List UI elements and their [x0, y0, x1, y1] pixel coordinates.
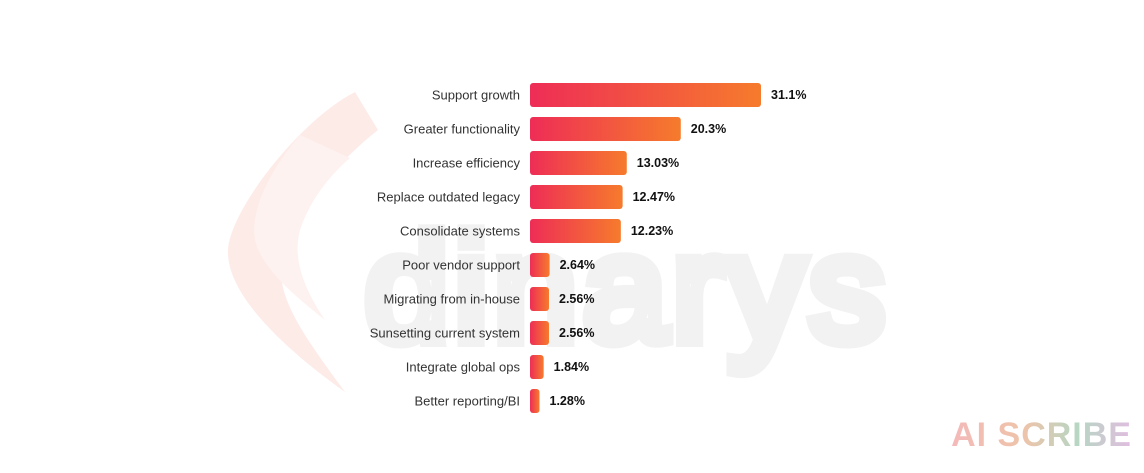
category-label: Consolidate systems	[400, 224, 520, 239]
value-label: 1.84%	[554, 360, 589, 374]
value-label: 12.47%	[633, 190, 675, 204]
bar	[530, 151, 627, 175]
bar	[530, 185, 623, 209]
value-label: 31.1%	[771, 88, 806, 102]
value-label: 2.56%	[559, 292, 594, 306]
value-label: 13.03%	[637, 156, 679, 170]
value-label: 12.23%	[631, 224, 673, 238]
bar	[530, 117, 681, 141]
bar	[530, 83, 761, 107]
bar	[530, 287, 550, 311]
bar	[530, 355, 544, 379]
category-label: Greater functionality	[404, 122, 521, 137]
value-label: 2.64%	[560, 258, 595, 272]
category-label: Poor vendor support	[402, 258, 520, 273]
watermark-logo-shape	[227, 92, 378, 392]
category-label: Migrating from in-house	[383, 292, 520, 307]
category-label: Replace outdated legacy	[377, 190, 521, 205]
bar	[530, 321, 550, 345]
bar	[530, 389, 540, 413]
category-label: Better reporting/BI	[415, 394, 521, 409]
category-label: Increase efficiency	[413, 156, 521, 171]
ai-scribe-badge: AI SCRIBE	[951, 416, 1132, 454]
value-label: 20.3%	[691, 122, 726, 136]
value-label: 1.28%	[550, 394, 585, 408]
category-label: Support growth	[432, 88, 520, 103]
bar	[530, 219, 621, 243]
category-label: Sunsetting current system	[370, 326, 520, 341]
watermark-logo-shape	[254, 135, 350, 320]
category-label: Integrate global ops	[406, 360, 521, 375]
value-label: 2.56%	[559, 326, 594, 340]
bar	[530, 253, 550, 277]
